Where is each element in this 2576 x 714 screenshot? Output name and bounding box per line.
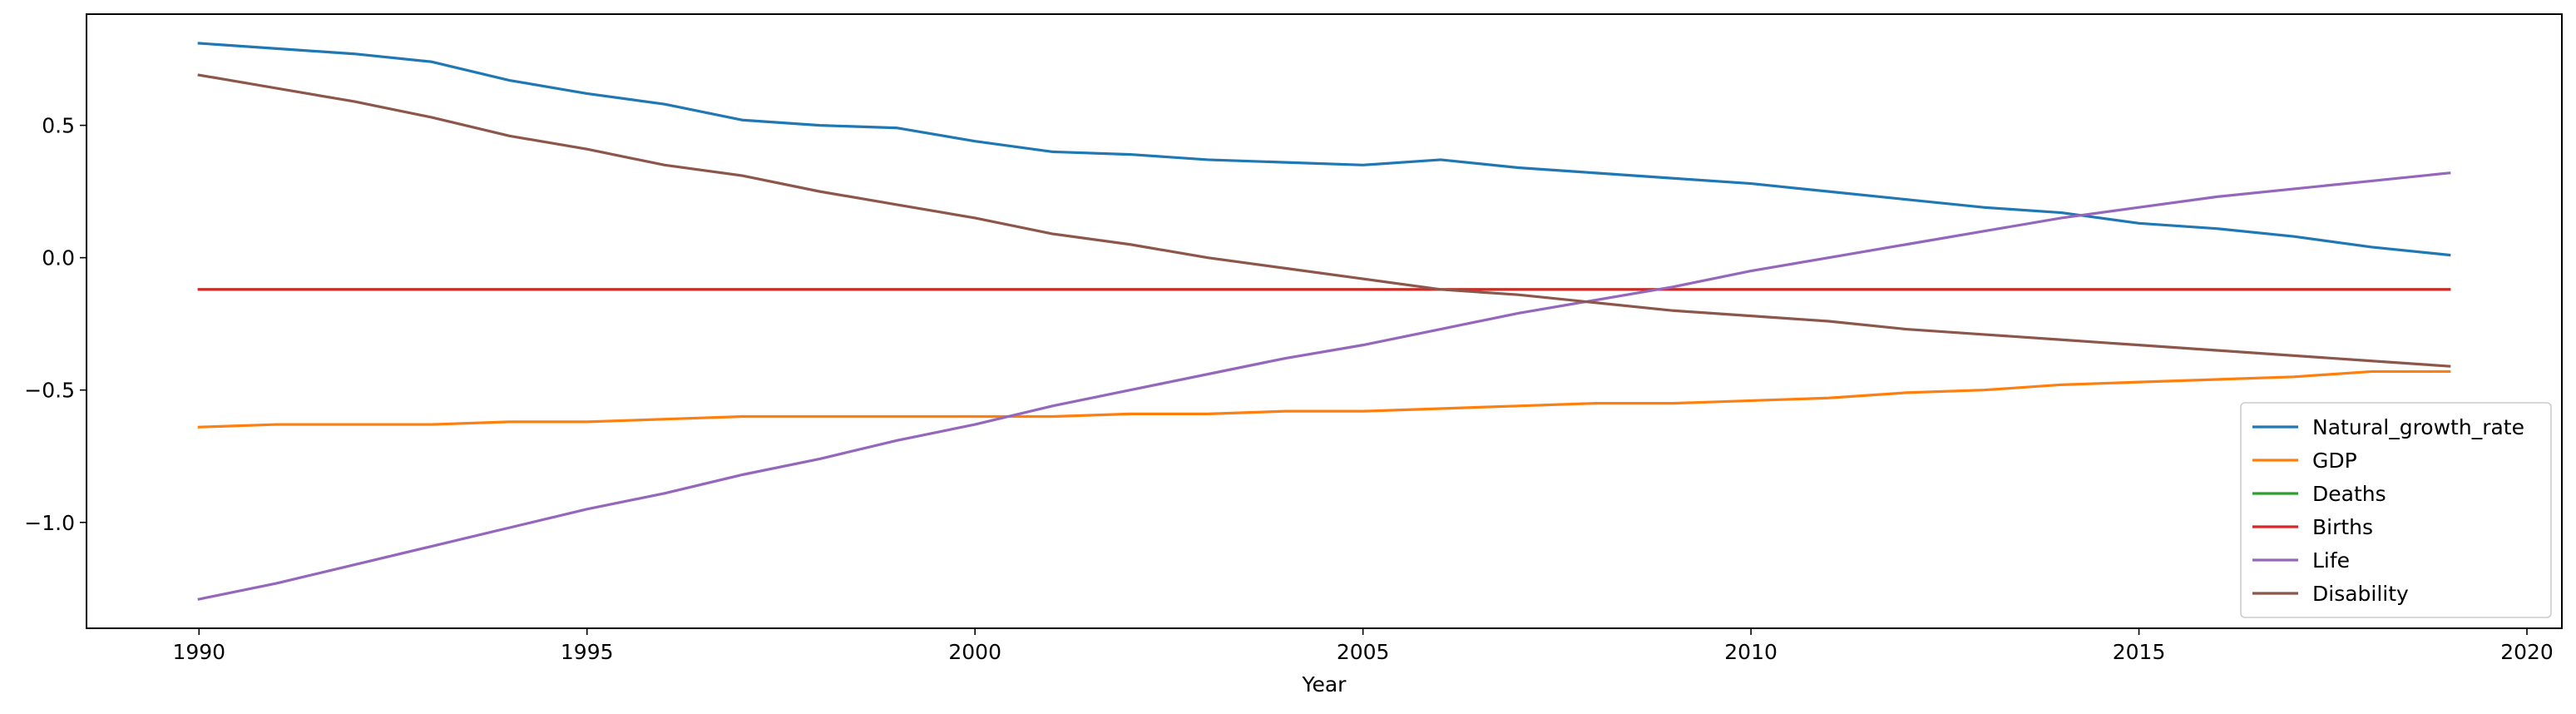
y-axis-ticks: −1.0 −0.5 0.0 0.5 [24, 114, 87, 535]
x-axis-ticks: 1990 1995 2000 2005 2010 2015 2020 [172, 628, 2554, 664]
legend-label-gdp: GDP [2312, 449, 2357, 473]
legend-label-disability: Disability [2312, 582, 2409, 606]
series-line-natural-growth-rate [197, 42, 2451, 257]
x-tick-label: 1995 [561, 640, 614, 664]
legend-label-life: Life [2312, 548, 2350, 573]
series-layer [197, 42, 2451, 601]
x-tick-label: 2005 [1337, 640, 1390, 664]
y-tick-label: 0.5 [42, 114, 75, 138]
legend-label-deaths: Deaths [2312, 482, 2386, 506]
y-tick-label: −0.5 [24, 379, 75, 403]
y-tick-label: 0.0 [42, 246, 75, 270]
series-line-life [197, 171, 2451, 601]
x-tick-label: 2010 [1724, 640, 1777, 664]
x-tick-label: 2000 [948, 640, 1001, 664]
series-line-disability [197, 73, 2451, 368]
series-line-gdp [197, 369, 2451, 429]
x-axis-title: Year [1302, 672, 1347, 697]
axes-frame [86, 13, 2563, 629]
legend: Natural_growth_rate GDP Deaths Births Life Di… [2240, 402, 2552, 618]
legend-label-births: Births [2312, 515, 2373, 539]
x-tick-label: 2020 [2500, 640, 2554, 664]
legend-box [2240, 402, 2552, 618]
x-tick-label: 2015 [2113, 640, 2166, 664]
x-tick-label: 1990 [172, 640, 225, 664]
legend-label-natural-growth-rate: Natural_growth_rate [2312, 415, 2524, 439]
y-tick-label: −1.0 [24, 511, 75, 535]
